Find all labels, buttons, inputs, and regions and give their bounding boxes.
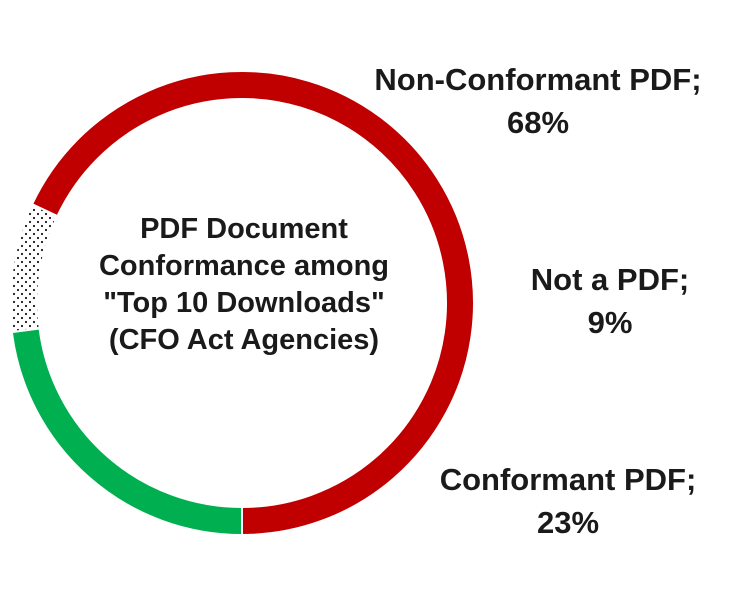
slice-conformant-pdf bbox=[10, 327, 243, 537]
chart-title-line: PDF Document bbox=[140, 213, 348, 245]
chart-title-line: Conformance among bbox=[99, 250, 389, 282]
slice-not-a-pdf bbox=[9, 202, 59, 334]
data-labels: Non-Conformant PDF; 68% Not a PDF; 9% Confor… bbox=[374, 62, 701, 540]
data-label-not-a-pdf: Not a PDF; 9% bbox=[531, 262, 689, 340]
data-label-conformant-pdf: Conformant PDF; 23% bbox=[440, 462, 697, 540]
slice-non-conformant-pdf bbox=[30, 70, 475, 537]
donut-slices bbox=[9, 70, 475, 537]
data-label-non-conformant-pdf: Non-Conformant PDF; 68% bbox=[374, 62, 701, 140]
chart-title-line: "Top 10 Downloads" bbox=[103, 287, 385, 319]
chart-title-line: (CFO Act Agencies) bbox=[109, 324, 379, 356]
chart-title: PDF Document Conformance among "Top 10 Dow… bbox=[99, 213, 389, 356]
